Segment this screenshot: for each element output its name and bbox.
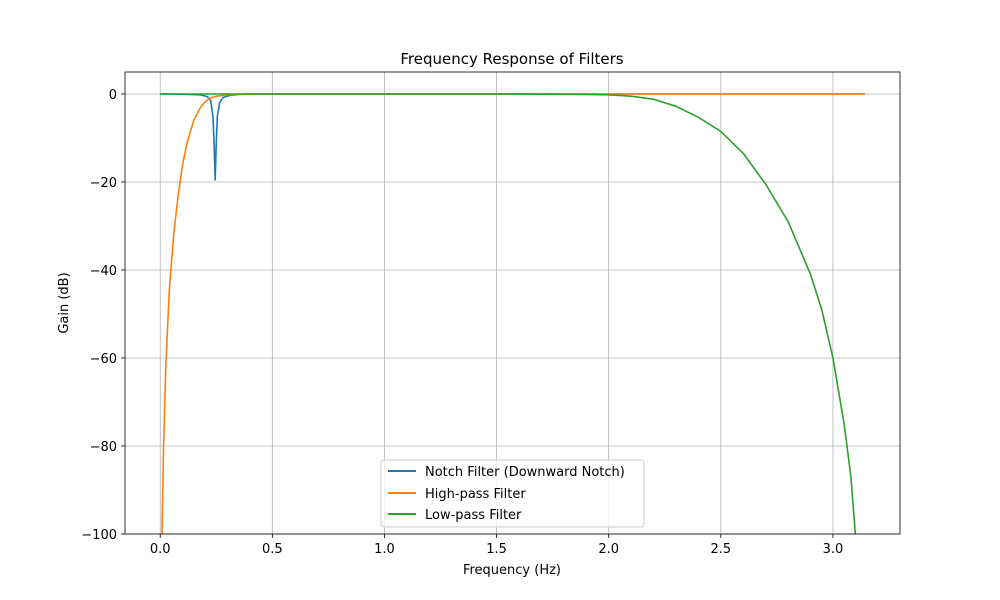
x-axis-label: Frequency (Hz) (463, 563, 561, 578)
x-tick-label: 2.5 (710, 542, 731, 557)
y-tick-label: −40 (90, 264, 117, 279)
y-tick-label: 0 (109, 88, 117, 103)
y-tick-label: −20 (90, 176, 117, 191)
x-tick-label: 1.5 (486, 542, 507, 557)
y-axis-label: Gain (dB) (57, 272, 72, 333)
legend-label-lowpass: Low-pass Filter (425, 508, 522, 523)
plot-frame (124, 71, 901, 535)
series-lines (160, 93, 865, 535)
axis-ticks: 0.0 0.5 1.0 1.5 2.0 2.5 3.0 0 −20 −40 −60 −80 −100 (81, 88, 843, 557)
y-tick-label: −100 (81, 528, 117, 543)
x-tick-label: 3.0 (823, 542, 844, 557)
x-tick-label: 2.0 (598, 542, 619, 557)
y-tick-label: −60 (90, 352, 117, 367)
y-tick-label: −80 (90, 440, 117, 455)
x-tick-label: 0.5 (262, 542, 283, 557)
legend: Notch Filter (Downward Notch) High-pass … (380, 459, 645, 528)
x-tick-label: 0.0 (150, 542, 171, 557)
chart-title: Frequency Response of Filters (400, 50, 623, 68)
series-line-lowpass (160, 93, 857, 535)
legend-box (380, 459, 645, 528)
x-tick-label: 1.0 (374, 542, 395, 557)
legend-label-notch: Notch Filter (Downward Notch) (425, 465, 625, 480)
legend-label-highpass: High-pass Filter (425, 487, 526, 502)
